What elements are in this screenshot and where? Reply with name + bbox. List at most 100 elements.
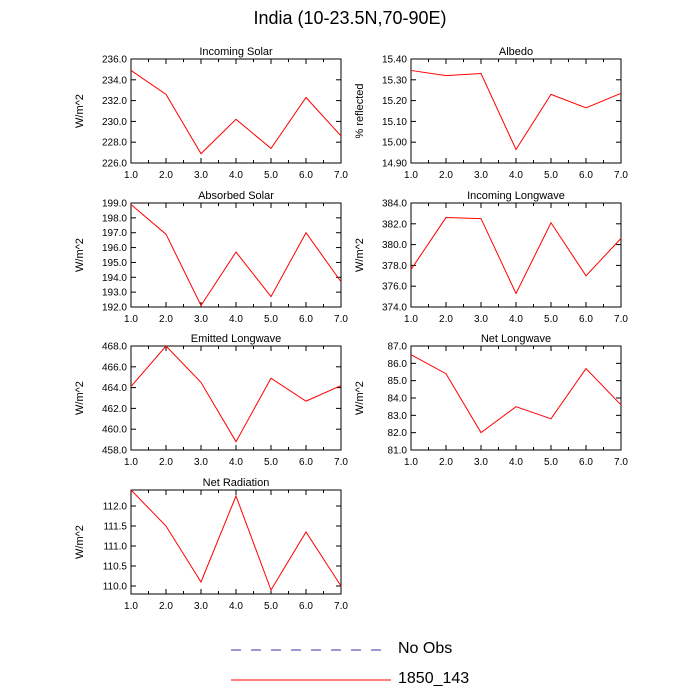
incoming-longwave-ytick-label: 374.0 xyxy=(382,303,407,314)
absorbed-solar-xtick-label: 3.0 xyxy=(194,314,208,325)
net-radiation-title: Net Radiation xyxy=(203,477,270,489)
emitted-longwave-ytick-label: 462.0 xyxy=(102,404,127,415)
net-radiation-ytick-label: 111.5 xyxy=(103,522,127,533)
net-radiation-ytick-label: 110.5 xyxy=(103,562,128,573)
incoming-solar-series-line xyxy=(130,70,342,155)
emitted-longwave-xtick-label: 1.0 xyxy=(124,457,138,468)
incoming-longwave-ytick-label: 378.0 xyxy=(382,261,407,272)
absorbed-solar-ytick-label: 196.0 xyxy=(102,243,127,254)
emitted-longwave-xtick-label: 2.0 xyxy=(159,457,173,468)
incoming-solar-title: Incoming Solar xyxy=(199,46,273,58)
albedo-ytick-label: 15.10 xyxy=(382,117,407,128)
net-longwave-plot-frame xyxy=(410,345,622,451)
net-longwave-xtick-label: 6.0 xyxy=(579,457,593,468)
emitted-longwave-ylabel: W/m^2 xyxy=(74,381,86,415)
absorbed-solar-ytick-label: 193.0 xyxy=(102,288,127,299)
absorbed-solar-ytick-label: 197.0 xyxy=(102,228,127,239)
albedo-ytick-label: 14.90 xyxy=(382,159,407,170)
absorbed-solar-ytick-label: 192.0 xyxy=(102,303,127,314)
net-longwave-ytick-label: 84.0 xyxy=(388,394,408,405)
net-radiation-ytick-label: 111.0 xyxy=(103,542,127,553)
net-radiation-ytick-label: 112.0 xyxy=(103,502,128,513)
incoming-longwave-xtick-label: 3.0 xyxy=(474,314,488,325)
net-radiation-xtick-label: 3.0 xyxy=(194,601,208,612)
net-longwave-ytick-label: 81.0 xyxy=(388,446,408,457)
net-radiation-xtick-label: 1.0 xyxy=(124,601,138,612)
incoming-longwave-xtick-label: 4.0 xyxy=(509,314,523,325)
albedo-ytick-label: 15.00 xyxy=(382,138,407,149)
incoming-longwave-xtick-label: 6.0 xyxy=(579,314,593,325)
incoming-solar-xtick-label: 6.0 xyxy=(299,170,313,181)
albedo-xtick-label: 1.0 xyxy=(404,170,418,181)
absorbed-solar-xtick-label: 7.0 xyxy=(334,314,348,325)
incoming-longwave-plot-frame xyxy=(410,202,622,308)
net-radiation-xtick-label: 6.0 xyxy=(299,601,313,612)
incoming-longwave-series-line xyxy=(410,217,622,295)
net-radiation-series-line xyxy=(130,489,342,592)
net-longwave-xtick-label: 7.0 xyxy=(614,457,628,468)
emitted-longwave-xtick-label: 7.0 xyxy=(334,457,348,468)
albedo-ytick-label: 15.20 xyxy=(382,96,407,107)
albedo-title: Albedo xyxy=(499,46,533,58)
emitted-longwave-xtick-label: 6.0 xyxy=(299,457,313,468)
net-radiation-xtick-label: 2.0 xyxy=(159,601,173,612)
albedo-xtick-label: 7.0 xyxy=(614,170,628,181)
incoming-longwave-ytick-label: 384.0 xyxy=(382,199,407,210)
net-longwave-xtick-label: 4.0 xyxy=(509,457,523,468)
incoming-solar-xtick-label: 5.0 xyxy=(264,170,278,181)
incoming-longwave-xtick-label: 1.0 xyxy=(404,314,418,325)
incoming-solar-plot-frame xyxy=(130,58,342,164)
incoming-solar-ytick-label: 232.0 xyxy=(102,96,127,107)
incoming-longwave-ytick-label: 376.0 xyxy=(382,282,407,293)
albedo-series-line xyxy=(410,69,622,151)
page-title: India (10-23.5N,70-90E) xyxy=(253,8,447,28)
incoming-longwave-ylabel: W/m^2 xyxy=(354,238,366,272)
incoming-longwave-xtick-label: 2.0 xyxy=(439,314,453,325)
net-radiation-xtick-label: 7.0 xyxy=(334,601,348,612)
net-longwave-xtick-label: 2.0 xyxy=(439,457,453,468)
net-longwave-ytick-label: 83.0 xyxy=(388,411,408,422)
albedo-ytick-label: 15.40 xyxy=(382,55,407,66)
net-longwave-ytick-label: 85.0 xyxy=(388,376,408,387)
emitted-longwave-ytick-label: 460.0 xyxy=(102,425,127,436)
emitted-longwave-plot-frame xyxy=(130,345,342,451)
net-longwave-ylabel: W/m^2 xyxy=(354,381,366,415)
incoming-solar-ylabel: W/m^2 xyxy=(74,94,86,128)
albedo-xtick-label: 2.0 xyxy=(439,170,453,181)
incoming-solar-ytick-label: 234.0 xyxy=(102,75,127,86)
albedo-xtick-label: 5.0 xyxy=(544,170,558,181)
absorbed-solar-ytick-label: 195.0 xyxy=(102,258,127,269)
net-longwave-xtick-label: 1.0 xyxy=(404,457,418,468)
incoming-longwave-ytick-label: 382.0 xyxy=(382,219,407,230)
incoming-solar-xtick-label: 4.0 xyxy=(229,170,243,181)
emitted-longwave-xtick-label: 5.0 xyxy=(264,457,278,468)
absorbed-solar-xtick-label: 6.0 xyxy=(299,314,313,325)
emitted-longwave-ytick-label: 458.0 xyxy=(102,446,127,457)
net-radiation-plot-frame xyxy=(130,489,342,595)
net-radiation-xtick-label: 4.0 xyxy=(229,601,243,612)
incoming-longwave-xtick-label: 7.0 xyxy=(614,314,628,325)
albedo-plot-frame xyxy=(410,58,622,164)
absorbed-solar-ylabel: W/m^2 xyxy=(74,238,86,272)
absorbed-solar-title: Absorbed Solar xyxy=(198,190,274,202)
emitted-longwave-xtick-label: 4.0 xyxy=(229,457,243,468)
net-longwave-xtick-label: 3.0 xyxy=(474,457,488,468)
incoming-solar-ytick-label: 230.0 xyxy=(102,117,127,128)
incoming-solar-ytick-label: 226.0 xyxy=(102,159,127,170)
emitted-longwave-xtick-label: 3.0 xyxy=(194,457,208,468)
absorbed-solar-ytick-label: 199.0 xyxy=(102,199,127,210)
net-longwave-ytick-label: 82.0 xyxy=(388,428,408,439)
net-longwave-series-line xyxy=(410,354,622,434)
net-longwave-xtick-label: 5.0 xyxy=(544,457,558,468)
net-longwave-ytick-label: 87.0 xyxy=(388,342,408,353)
legend-label-1850-143: 1850_143 xyxy=(398,670,470,687)
emitted-longwave-series-line xyxy=(130,345,342,443)
incoming-longwave-xtick-label: 5.0 xyxy=(544,314,558,325)
incoming-longwave-title: Incoming Longwave xyxy=(467,190,565,202)
net-longwave-title: Net Longwave xyxy=(481,333,551,345)
incoming-solar-xtick-label: 3.0 xyxy=(194,170,208,181)
absorbed-solar-xtick-label: 5.0 xyxy=(264,314,278,325)
absorbed-solar-xtick-label: 2.0 xyxy=(159,314,173,325)
legend-label-no-obs: No Obs xyxy=(398,640,453,657)
